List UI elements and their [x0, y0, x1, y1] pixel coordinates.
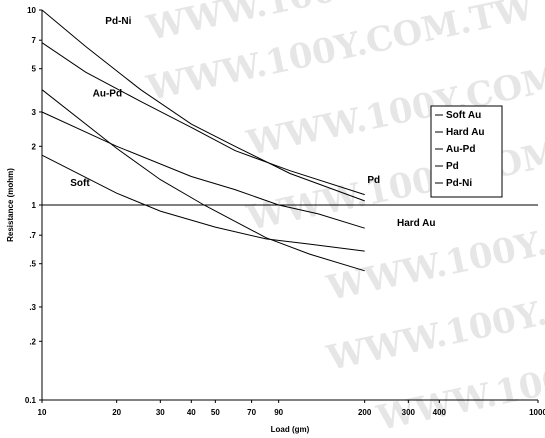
annotation-pd-ni: Pd-Ni [105, 16, 131, 27]
x-tick-label-0: 10 [38, 408, 47, 417]
annotation-au-pd: Au-Pd [93, 89, 122, 100]
x-tick-label-1: 20 [112, 408, 121, 417]
x-tick-label-5: 70 [247, 408, 256, 417]
y-axis-title: Resistance (mohm) [6, 168, 15, 242]
x-tick-label-10: 1000 [529, 408, 545, 417]
annotation-pd: Pd [367, 175, 380, 186]
legend-label-pd: Pd [446, 161, 459, 172]
legend-label-hard-au: Hard Au [446, 127, 485, 138]
y-tick-label-5: 1 [32, 201, 37, 210]
y-tick-label-2: .3 [29, 303, 36, 312]
x-tick-label-2: 30 [156, 408, 165, 417]
y-tick-label-9: 7 [32, 36, 37, 45]
series-lines [41, 9, 365, 272]
y-tick-label-0: 0.1 [25, 396, 37, 405]
y-tick-label-8: 5 [32, 65, 37, 74]
y-tick-label-6: 2 [32, 142, 37, 151]
series-line-hard-au [41, 111, 365, 229]
legend-box [430, 105, 503, 198]
series-line-au-pd [41, 89, 365, 272]
x-axis-title: Load (gm) [271, 425, 310, 434]
legend-label-pd-ni: Pd-Ni [446, 178, 472, 189]
series-line-soft-au [41, 154, 365, 252]
legend: Soft Au Hard Au Au-Pd Pd Pd-Ni [430, 105, 503, 198]
y-tick-label-1: .2 [29, 337, 36, 346]
watermark-layer: WWW.100Y.COM.TWWWW.100Y.COM.TWWWW.100Y.C… [143, 0, 545, 438]
x-tick-label-4: 50 [211, 408, 220, 417]
series-line-pd [41, 42, 365, 196]
series-line-pd-ni [41, 9, 365, 202]
legend-label-soft-au: Soft Au [446, 110, 481, 121]
axes: 0.1 .2 .3 .5 .7 1 2 3 5 7 10 10 20 30 40 50 70 90 200 300 40… [25, 6, 545, 417]
x-tick-label-7: 200 [358, 408, 372, 417]
x-tick-label-3: 40 [187, 408, 196, 417]
y-tick-label-10: 10 [27, 6, 36, 15]
x-tick-label-6: 90 [274, 408, 283, 417]
y-tick-label-3: .5 [29, 260, 36, 269]
x-tick-label-9: 400 [433, 408, 447, 417]
annotation-soft: Soft [70, 178, 90, 189]
annotation-hard-au: Hard Au [397, 218, 436, 229]
x-tick-label-8: 300 [402, 408, 416, 417]
annotations: Pd-Ni Au-Pd Soft Pd Hard Au [70, 16, 435, 229]
legend-label-au-pd: Au-Pd [446, 144, 475, 155]
y-tick-label-4: .7 [29, 231, 36, 240]
y-tick-label-7: 3 [32, 108, 37, 117]
